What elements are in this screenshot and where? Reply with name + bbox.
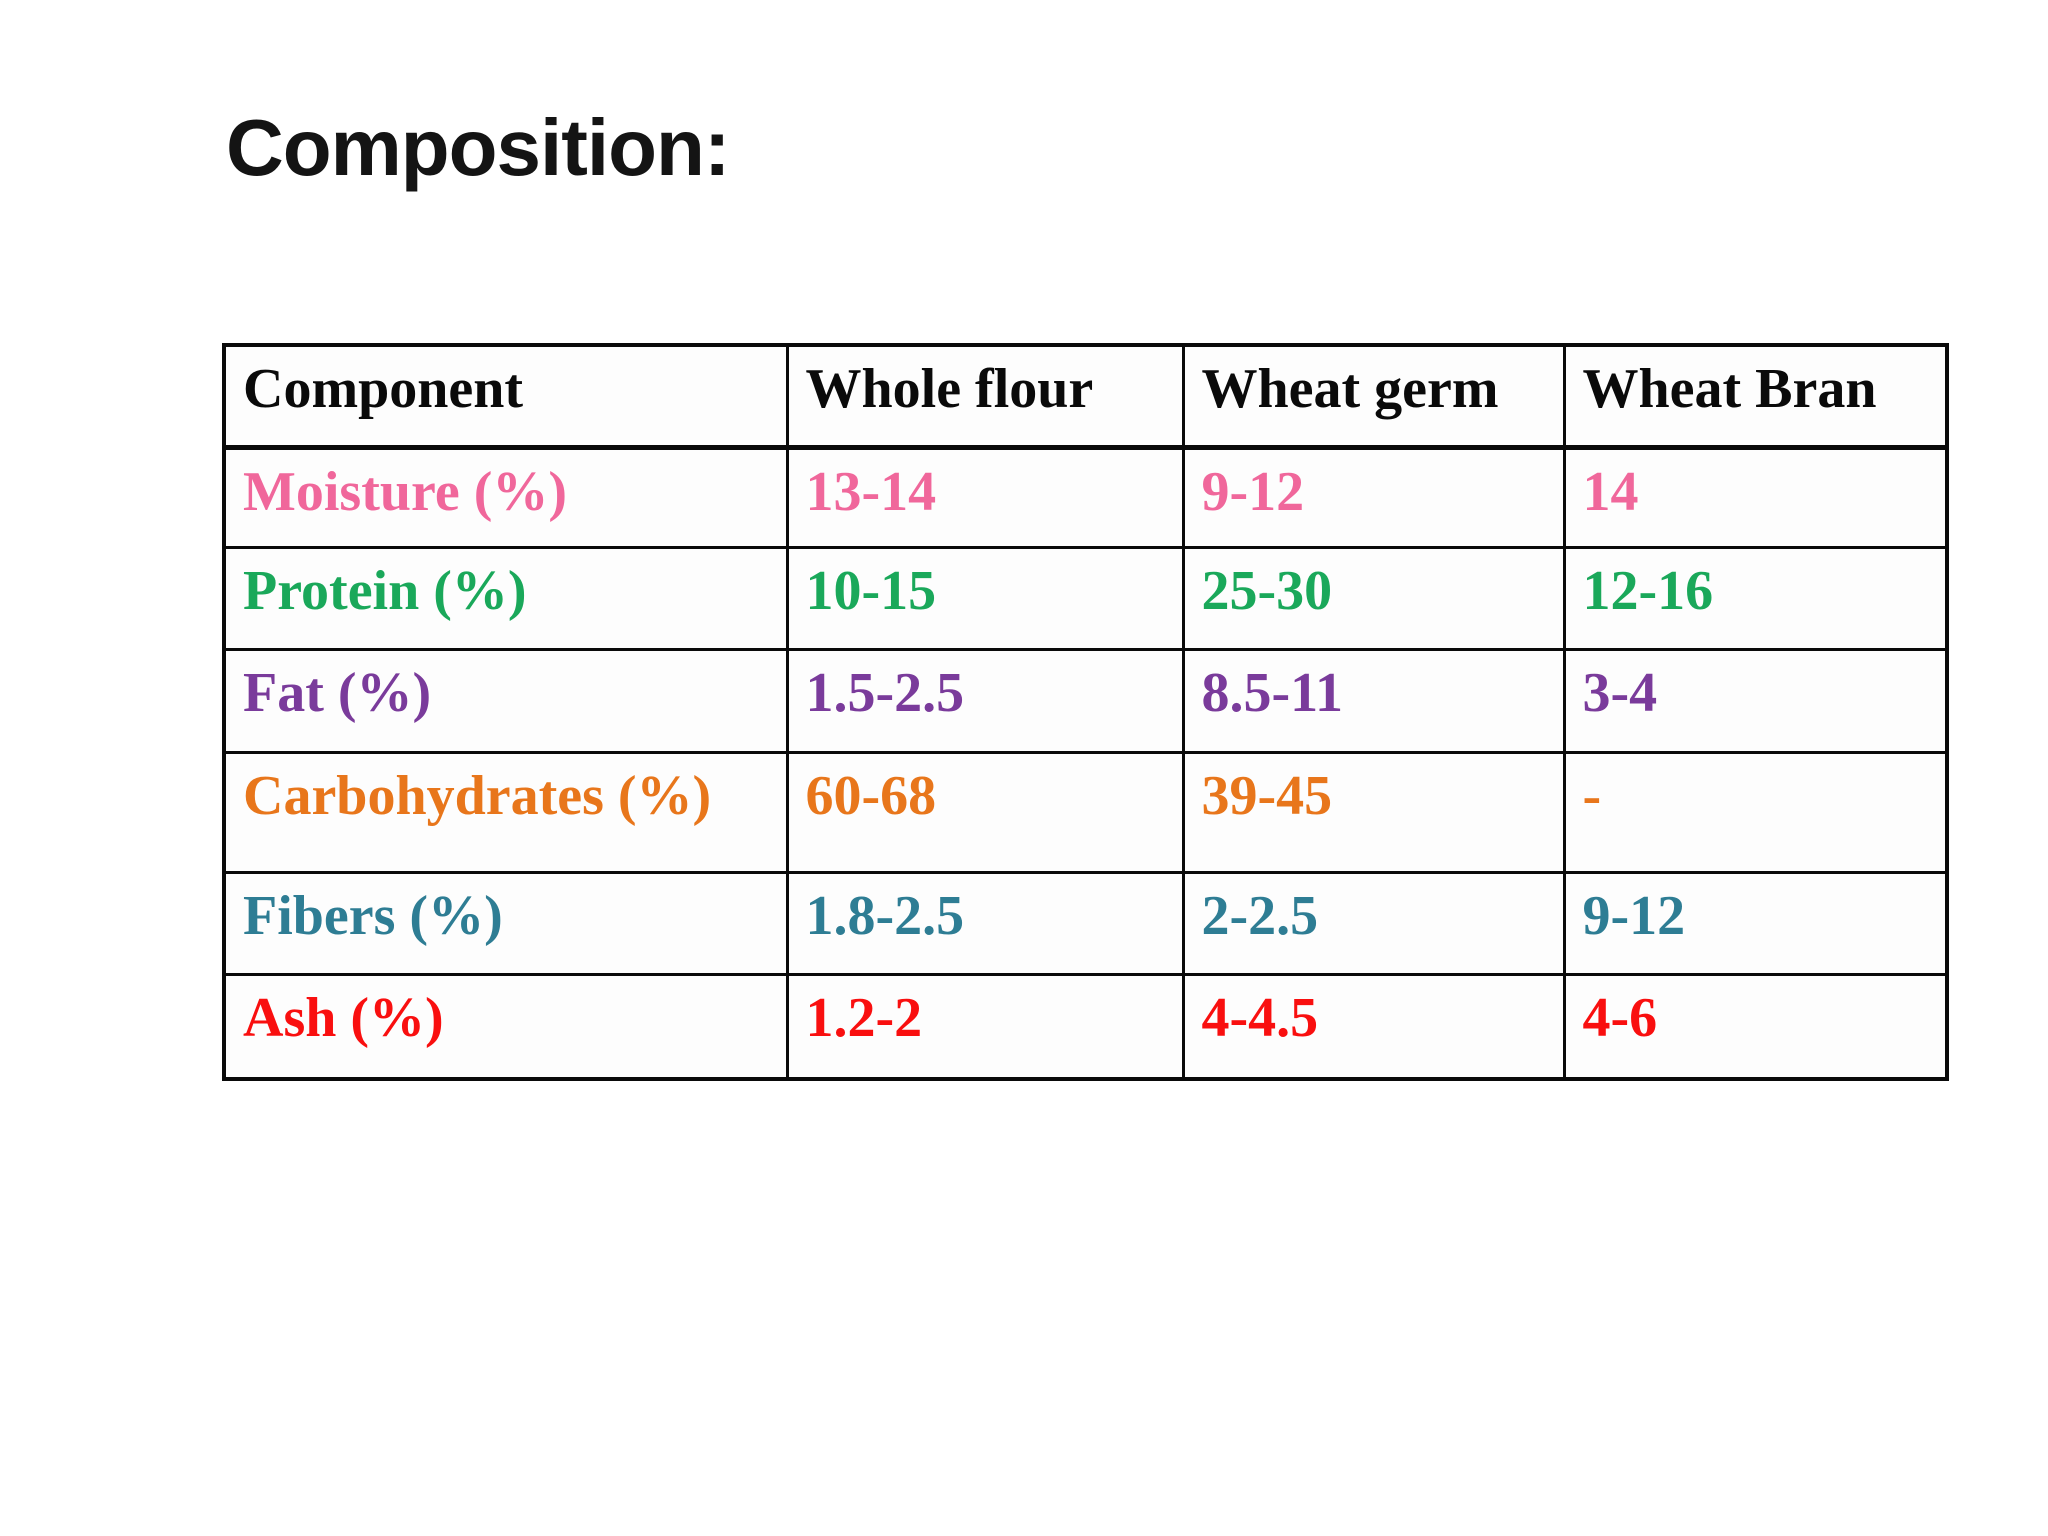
value-cell: 8.5-11 (1181, 647, 1566, 754)
col-header-whole-flour: Whole flour (785, 343, 1185, 450)
value-cell: 1.5-2.5 (785, 647, 1185, 754)
value-cell: 4-4.5 (1181, 972, 1566, 1081)
value-cell: 4-6 (1562, 972, 1949, 1081)
table-row-fibers: Fibers (%) 1.8-2.5 2-2.5 9-12 (222, 870, 1949, 976)
row-label-cell: Fat (%) (222, 647, 789, 754)
value-cell: 9-12 (1562, 870, 1949, 976)
header-row: Component Whole flour Wheat germ Wheat B… (222, 343, 1949, 450)
table-row-protein: Protein (%) 10-15 25-30 12-16 (222, 545, 1949, 651)
value-cell: 12-16 (1562, 545, 1949, 651)
value-cell: - (1562, 750, 1949, 874)
value-cell: 1.8-2.5 (785, 870, 1185, 976)
table-row-carbohydrates: Carbohydrates (%) 60-68 39-45 - (222, 750, 1949, 874)
col-header-component: Component (222, 343, 789, 450)
col-header-wheat-bran: Wheat Bran (1562, 343, 1949, 450)
value-cell: 2-2.5 (1181, 870, 1566, 976)
row-label-cell: Protein (%) (222, 545, 789, 651)
page-title: Composition: (226, 103, 730, 192)
col-header-wheat-germ: Wheat germ (1181, 343, 1566, 450)
value-cell: 10-15 (785, 545, 1185, 651)
row-label-cell: Carbohydrates (%) (222, 750, 789, 874)
composition-table: Component Whole flour Wheat germ Wheat B… (222, 343, 1949, 1081)
value-cell: 9-12 (1181, 445, 1566, 549)
table-row-moisture: Moisture (%) 13-14 9-12 14 (222, 445, 1949, 549)
row-label-cell: Ash (%) (222, 972, 789, 1081)
row-label-cell: Moisture (%) (222, 445, 789, 549)
value-cell: 3-4 (1562, 647, 1949, 754)
table-row-fat: Fat (%) 1.5-2.5 8.5-11 3-4 (222, 647, 1949, 754)
row-label-cell: Fibers (%) (222, 870, 789, 976)
value-cell: 13-14 (785, 445, 1185, 549)
value-cell: 25-30 (1181, 545, 1566, 651)
table-row-ash: Ash (%) 1.2-2 4-4.5 4-6 (222, 972, 1949, 1081)
value-cell: 39-45 (1181, 750, 1566, 874)
value-cell: 60-68 (785, 750, 1185, 874)
value-cell: 14 (1562, 445, 1949, 549)
value-cell: 1.2-2 (785, 972, 1185, 1081)
